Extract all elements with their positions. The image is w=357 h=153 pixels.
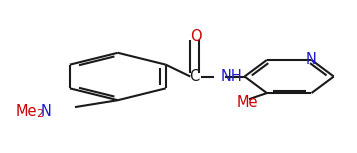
Text: 2: 2 [36, 109, 43, 119]
Text: Me: Me [16, 104, 37, 119]
Text: NH: NH [221, 69, 242, 84]
Text: N: N [306, 52, 317, 67]
Text: O: O [191, 29, 202, 44]
Text: Me: Me [236, 95, 258, 110]
Text: C: C [190, 69, 200, 84]
Text: N: N [41, 104, 52, 119]
